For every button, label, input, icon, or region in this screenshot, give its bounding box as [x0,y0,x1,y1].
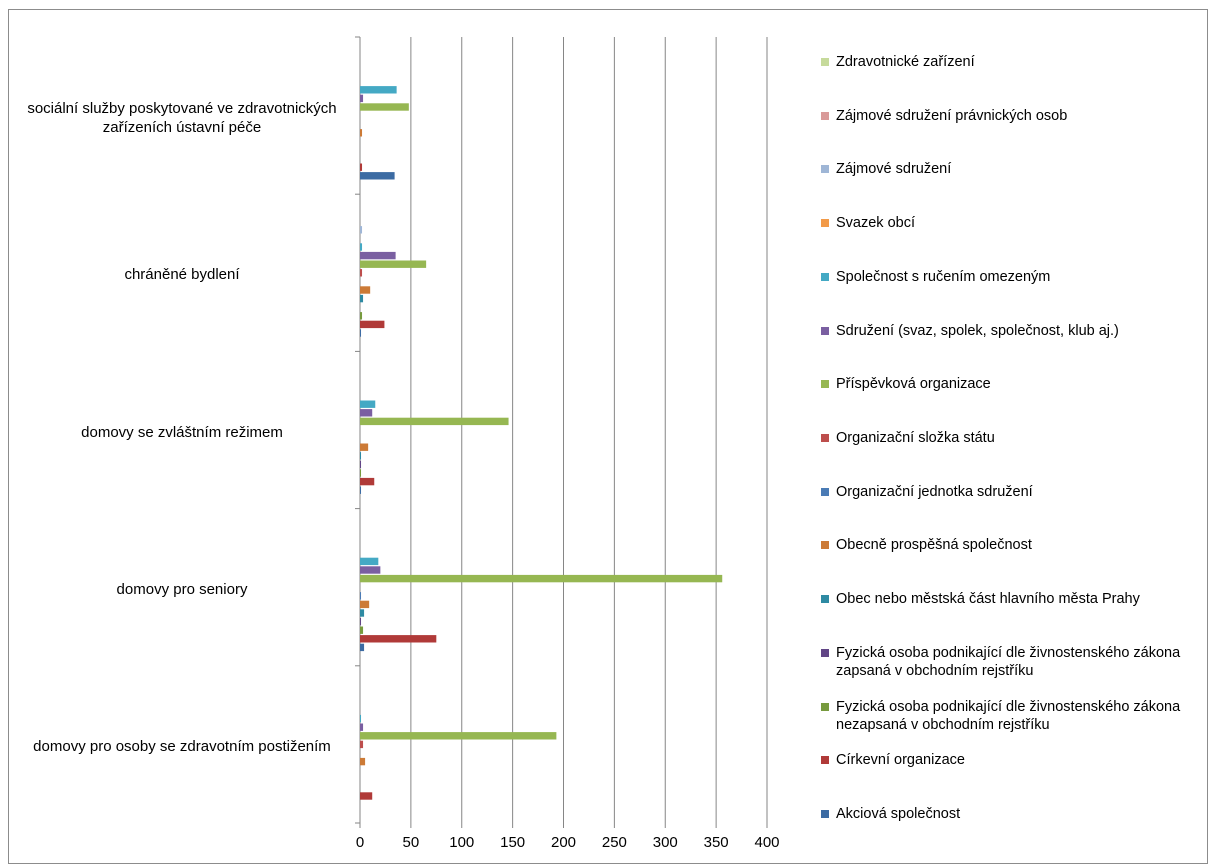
bar [360,635,437,643]
bar [360,460,362,469]
legend-swatch [821,648,829,657]
legend-label: Fyzická osoba podnikající dle živnostens… [836,698,1181,733]
category-label: chráněné bydlení [124,266,240,284]
bar [360,469,362,477]
legend-label: Obecně prospěšná společnost [836,537,1032,554]
bar [360,329,362,337]
bar [360,732,557,740]
legend-label: Akciová společnost [836,806,961,822]
bar [360,714,362,723]
legend-label: Společnost s ručením omezeným [836,268,1051,285]
bar [360,129,363,137]
bar [360,592,362,600]
category-label: sociální služby poskytované ve zdravotni… [27,99,337,136]
legend-swatch [821,272,829,281]
legend-swatch [821,595,829,604]
x-tick-label: 300 [653,834,678,851]
bar [360,417,509,426]
bar [360,443,369,451]
bar [360,574,723,583]
legend-swatch [821,326,829,335]
bar [360,294,364,303]
bar [360,409,373,417]
bar [360,400,376,408]
x-tick-label: 50 [403,834,420,851]
legend-label: Svazek obcí [836,215,915,232]
bar [360,320,385,329]
bar [360,566,381,574]
legend-swatch [821,487,829,496]
bar [360,486,362,494]
bar [360,251,396,260]
bar [360,452,362,460]
legend-label: Zdravotnické zařízení [836,54,975,70]
bar [360,172,395,180]
legend-swatch [821,58,829,66]
bar [360,312,363,320]
bar [360,243,363,251]
bar [360,286,371,294]
legend-swatch [821,380,829,389]
legend-label: Organizační složka státu [836,430,995,446]
legend-swatch [821,434,829,442]
legend-swatch [821,111,829,120]
bar [360,103,409,111]
legend-label: Zájmové sdružení právnických osob [836,107,1068,124]
legend-swatch [821,541,829,550]
x-tick-label: 100 [449,834,474,851]
category-label: domovy se zvláštním režimem [81,423,283,441]
bar [360,609,365,617]
bar [360,723,364,731]
legend-swatch [821,219,829,228]
x-tick-label: 200 [551,834,576,851]
legend-label: Fyzická osoba podnikající dle živnostens… [836,644,1181,679]
legend-label: Zájmové sdružení [836,161,952,178]
bar [360,477,375,486]
bar [360,269,363,277]
bar [360,792,373,800]
bar [360,617,362,626]
bar [360,94,364,103]
category-label: domovy pro osoby se zdravotním postižení… [33,737,331,755]
x-tick-label: 250 [602,834,627,851]
bar [360,757,366,766]
category-label: domovy pro seniory [116,580,248,598]
chart-plot: 0 50 100 150 200 250 300 350 400 [355,36,780,851]
bar [360,643,365,652]
chart-frame: 0 50 100 150 200 250 300 350 400 domovy pro osob… [8,9,1208,864]
legend-label: Církevní organizace [836,752,965,769]
bar [360,557,379,566]
legend-swatch [821,756,829,765]
bar [360,626,364,634]
legend-swatch [821,165,829,174]
bar [360,163,363,171]
x-tick-label: 350 [704,834,729,851]
legend-swatch [821,810,829,818]
bar [360,260,427,268]
legend-label: Sdružení (svaz, spolek, společnost, klub… [836,322,1119,339]
bar [360,740,364,749]
x-tick-label: 0 [356,834,364,851]
legend-swatch [821,702,829,711]
bar [360,600,370,609]
bar [360,86,397,94]
bar [360,226,363,234]
legend-label: Obec nebo městská část hlavního města Pr… [836,591,1140,608]
legend-label: Organizační jednotka sdružení [836,483,1033,500]
x-tick-label: 150 [500,834,525,851]
x-tick-label: 400 [754,834,779,851]
legend-label: Příspěvková organizace [836,376,991,393]
